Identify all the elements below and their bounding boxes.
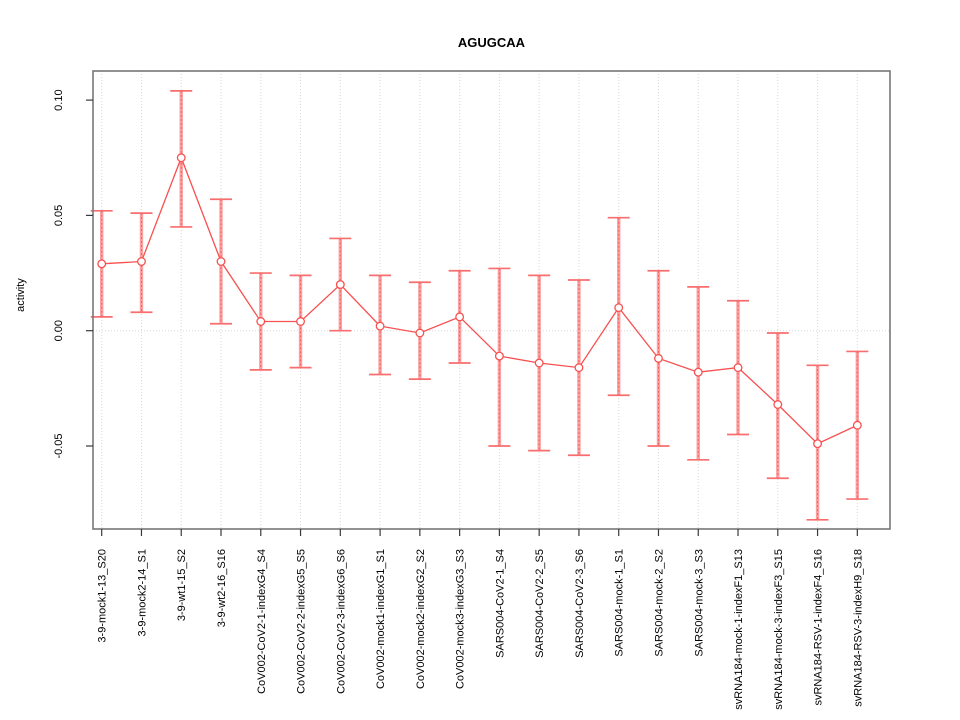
x-tick-label: svRNA184-mock-3-indexF3_S15: [773, 549, 785, 710]
y-axis-label: activity: [15, 278, 27, 312]
data-point: [137, 257, 146, 266]
data-point: [773, 400, 783, 409]
y-tick-label: 0.10: [53, 89, 65, 110]
data-point: [455, 312, 465, 322]
data-point: [415, 328, 425, 338]
series-line: [101, 155, 858, 445]
data-point: [296, 317, 305, 326]
x-tick-label: 3-9-wt1-15_S2: [176, 549, 188, 621]
x-tick-label: CoV002-CoV2-3-indexG6_S6: [335, 549, 347, 694]
x-tick-label: svRNA184-RSV-1-indexF4_S16: [813, 549, 825, 706]
data-point: [375, 321, 385, 331]
x-tick-label: SARS004-CoV2-3_S6: [574, 549, 586, 658]
data-point: [335, 280, 345, 290]
y-tick-label: 0.00: [53, 320, 65, 341]
x-tick-label: CoV002-CoV2-2-indexG5_S5: [296, 549, 308, 694]
x-tick-label: SARS004-mock-3_S3: [693, 549, 705, 657]
x-tick-label: CoV002-mock1-indexG1_S1: [375, 549, 387, 689]
x-tick-label: svRNA184-mock-1-indexF1_S13: [733, 549, 745, 710]
data-point: [614, 303, 624, 313]
x-tick-label: 3-9-wt2-16_S16: [216, 549, 228, 627]
plot-border: [92, 70, 891, 530]
x-tick-label: SARS004-mock-1_S1: [614, 549, 626, 657]
data-point: [494, 351, 504, 361]
data-point: [852, 420, 862, 430]
x-tick-label: CoV002-mock2-indexG2_S2: [415, 549, 427, 689]
data-point: [813, 439, 823, 449]
x-tick-label: CoV002-mock3-indexG3_S3: [455, 549, 467, 689]
data-point: [176, 153, 186, 163]
data-point: [574, 363, 584, 373]
data-point: [256, 317, 266, 326]
data-point: [733, 363, 743, 373]
x-tick-label: 3-9-mock1-13_S20: [97, 549, 109, 643]
y-tick-label: -0.05: [53, 433, 65, 458]
data-point: [534, 358, 544, 368]
data-point: [97, 259, 107, 269]
chart-title: AGUGCAA: [457, 35, 526, 50]
data-point: [693, 367, 703, 377]
data-point: [654, 353, 663, 363]
x-tick-label: SARS004-CoV2-1_S4: [494, 549, 506, 658]
x-tick-label: CoV002-CoV2-1-indexG4_S4: [256, 549, 268, 694]
x-tick-label: 3-9-mock2-14_S1: [136, 549, 148, 636]
x-tick-label: svRNA184-RSV-3-indexH9_S18: [852, 549, 864, 707]
data-point: [216, 257, 226, 266]
x-tick-label: SARS004-CoV2-2_S5: [534, 549, 546, 658]
y-tick-label: 0.05: [53, 205, 65, 226]
x-tick-label: SARS004-mock-2_S2: [653, 549, 665, 657]
